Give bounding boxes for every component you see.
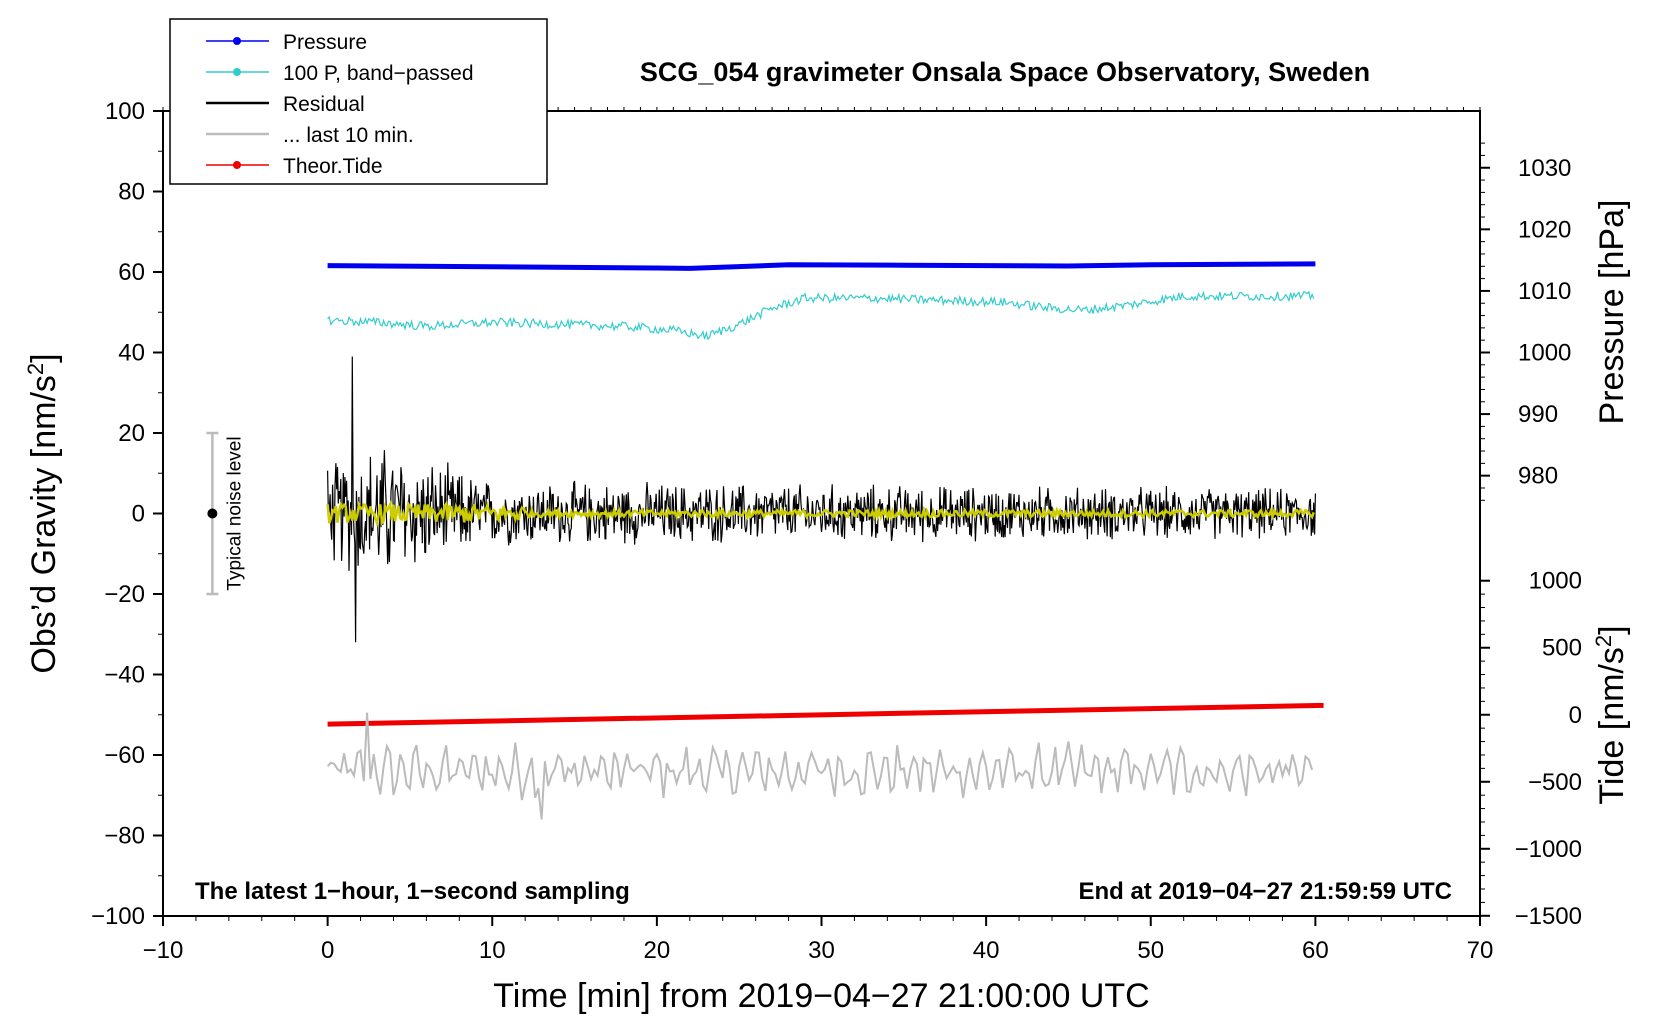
- pressure-tick-label: 990: [1518, 401, 1558, 428]
- pressure-tick-label: 1010: [1518, 278, 1571, 305]
- residual-smoothed-line: [326, 499, 1315, 528]
- legend-swatch-marker: [233, 68, 241, 76]
- y-axis-title-sup: 2: [23, 363, 48, 375]
- y-tick-label: 40: [118, 340, 145, 367]
- tide-axis-title-main: Tide [nm/s: [1593, 647, 1631, 804]
- tide-line: [327, 702, 1324, 727]
- x-tick-label: 60: [1302, 937, 1329, 964]
- pressure-tick-label: 1030: [1518, 155, 1571, 182]
- y-tick-label: −20: [104, 581, 145, 608]
- legend-label: Pressure: [283, 31, 367, 54]
- x-tick-label: 0: [321, 937, 334, 964]
- x-tick-label: 40: [973, 937, 1000, 964]
- y-tick-label: 80: [118, 179, 145, 206]
- x-tick-label: 20: [644, 937, 671, 964]
- x-tick-label: −10: [143, 937, 184, 964]
- y-axis-title-end: ]: [25, 353, 63, 362]
- legend-swatch-marker: [233, 161, 241, 169]
- legend-box: [169, 18, 548, 185]
- residual-line: [327, 356, 1316, 643]
- tide-tick-label: 0: [1569, 702, 1582, 729]
- typical-noise-bar: [206, 431, 219, 596]
- y-tick-label: 100: [105, 98, 145, 125]
- pressure-tick-label: 1020: [1518, 216, 1571, 243]
- tide-tick-label: 1000: [1529, 568, 1582, 595]
- pressure-tick-label: 980: [1518, 463, 1558, 490]
- tide-axis-title-end: ]: [1593, 625, 1631, 634]
- series-layer: [326, 261, 1324, 820]
- y-axis-title-tide: Tide [nm/s2]: [1591, 625, 1632, 804]
- tide-axis-title-sup: 2: [1591, 635, 1616, 647]
- pressure-line: [327, 261, 1316, 271]
- legend-item: ... last 10 min.: [206, 124, 414, 147]
- y-tick-label: 60: [118, 259, 145, 286]
- sampling-annotation: The latest 1−hour, 1−second sampling: [195, 878, 630, 905]
- x-tick-label: 50: [1137, 937, 1164, 964]
- tide-tick-label: 500: [1542, 635, 1582, 662]
- x-tick-label: 10: [479, 937, 506, 964]
- y-axis-title-pressure: Pressure [hPa]: [1593, 200, 1631, 425]
- end-time-annotation: End at 2019−04−27 21:59:59 UTC: [1078, 878, 1452, 905]
- legend-swatch-marker: [233, 37, 241, 45]
- legend-item: 100 P, band−passed: [206, 62, 474, 85]
- legend-label: Residual: [283, 93, 365, 116]
- y-tick-label: 20: [118, 420, 145, 447]
- legend-label: 100 P, band−passed: [283, 62, 474, 85]
- y-tick-label: −100: [91, 903, 145, 930]
- legend-item: Theor.Tide: [206, 155, 383, 178]
- tide-tick-label: −1500: [1515, 903, 1582, 930]
- y-tick-label: −60: [104, 742, 145, 769]
- legend-item: Pressure: [206, 31, 367, 54]
- band-passed-pressure-line: [327, 290, 1315, 341]
- legend-label: ... last 10 min.: [283, 124, 414, 147]
- last-10-min-line: [326, 712, 1314, 820]
- x-tick-label: 70: [1467, 937, 1494, 964]
- tide-tick-label: −500: [1528, 769, 1582, 796]
- ticks-layer: −10 0 10 20 30 40 50 60 70−100−80−60−40−20020406…: [91, 98, 1582, 964]
- y-tick-label: −40: [104, 662, 145, 689]
- x-axis-title: Time [min] from 2019−04−27 21:00:00 UTC: [493, 977, 1149, 1015]
- tide-tick-label: −1000: [1515, 836, 1582, 863]
- legend-item: Residual: [206, 93, 365, 116]
- typical-noise-label: Typical noise level: [224, 436, 245, 590]
- legend-label: Theor.Tide: [283, 155, 383, 178]
- chart-title: SCG_054 gravimeter Onsala Space Observat…: [640, 57, 1370, 87]
- noise-bar-center-dot: [207, 508, 218, 519]
- x-tick-label: 30: [808, 937, 835, 964]
- legend: Pressure 100 P, band−passed Residual ... la…: [169, 18, 548, 185]
- y-axis-title-gravity: Obs’d Gravity [nm/s2]: [23, 353, 64, 673]
- pressure-tick-label: 1000: [1518, 340, 1571, 367]
- y-axis-title-main: Obs’d Gravity [nm/s: [25, 375, 63, 674]
- y-tick-label: 0: [132, 501, 145, 528]
- y-tick-label: −80: [104, 823, 145, 850]
